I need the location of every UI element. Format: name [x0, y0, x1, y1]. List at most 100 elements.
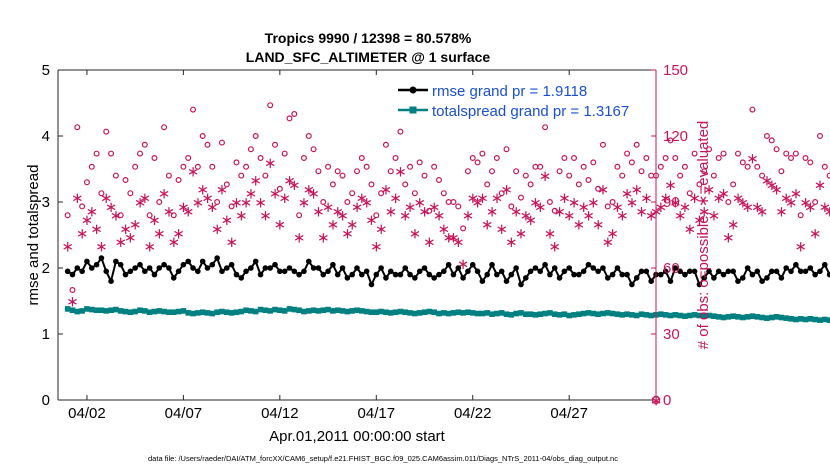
rmse-point	[802, 268, 809, 275]
rmse-point	[248, 265, 254, 271]
x-tick-label: 04/22	[454, 405, 492, 422]
obs-possible-point	[691, 150, 698, 157]
obs-possible-point	[378, 190, 385, 197]
obs-possible-point	[141, 141, 148, 148]
rmse-point	[151, 271, 158, 278]
x-ticks: 04/02 04/07 04/12 04/17 04/22 04/27	[68, 70, 588, 422]
totalspread-point	[783, 315, 790, 321]
totalspread-point	[74, 308, 81, 315]
obs-evaluated-point: ∗	[761, 172, 774, 190]
obs-evaluated-point: ∗	[293, 229, 306, 247]
obs-possible-point	[715, 155, 722, 162]
totalspread-point	[441, 310, 447, 316]
obs-possible-point	[450, 199, 457, 206]
obs-evaluated-point: ∗	[312, 202, 325, 220]
totalspread-point	[513, 310, 519, 317]
obs-evaluated-point: ∗	[664, 176, 677, 194]
totalspread-point	[455, 309, 462, 316]
rmse-point	[484, 271, 491, 278]
obs-possible-point	[199, 133, 206, 140]
obs-possible-point	[204, 141, 211, 148]
obs-possible-point	[392, 155, 399, 162]
obs-possible-point	[108, 150, 115, 157]
obs-possible-point	[773, 146, 780, 153]
obs-possible-point	[542, 124, 549, 131]
rmse-point	[532, 265, 539, 271]
totalspread-point	[522, 311, 529, 317]
rmse-point	[325, 268, 331, 275]
obs-possible-point	[136, 150, 143, 157]
obs-evaluated-point: ∗	[471, 194, 484, 212]
rmse-point	[643, 268, 650, 275]
totalspread-point	[108, 307, 114, 314]
rmse-point	[402, 265, 409, 271]
obs-evaluated-point: ∗	[520, 207, 533, 225]
obs-evaluated-point: ∗	[500, 180, 513, 198]
obs-evaluated-point: ∗	[669, 194, 682, 212]
obs-possible-point	[633, 141, 640, 148]
rmse-point	[291, 268, 298, 275]
obs-evaluated-point: ∗	[611, 198, 624, 216]
obs-possible-point	[638, 168, 645, 175]
obs-possible-point	[69, 287, 76, 294]
obs-possible-point	[493, 155, 500, 162]
rmse-point	[667, 278, 674, 285]
totalspread-point	[566, 312, 572, 319]
rmse-point	[436, 271, 442, 278]
right-y-tick-label: 120	[663, 128, 688, 145]
obs-possible-point	[233, 159, 240, 166]
totalspread-point	[764, 315, 770, 321]
obs-evaluated-point: ∗	[356, 189, 369, 207]
obs-possible-point	[619, 172, 626, 179]
totalspread-point	[180, 308, 187, 314]
rmse-point	[508, 271, 515, 278]
rmse-point	[383, 275, 389, 281]
obs-possible-point	[165, 172, 172, 179]
right-y-tick-label: 60	[663, 260, 680, 277]
totalspread-point	[84, 306, 90, 312]
obs-evaluated-point: ∗	[66, 293, 79, 311]
obs-evaluated-point: ∗	[322, 198, 335, 216]
totalspread-point	[113, 306, 119, 313]
obs-possible-point	[739, 159, 746, 166]
totalspread-point	[344, 308, 351, 315]
obs-evaluated-point: ∗	[221, 211, 234, 229]
totalspread-point	[219, 308, 225, 315]
totalspread-point	[677, 312, 683, 319]
totalspread-point	[426, 308, 433, 315]
rmse-point	[228, 261, 235, 268]
rmse-point	[489, 261, 495, 268]
rmse-point	[797, 268, 804, 275]
totalspread-point	[740, 314, 746, 321]
obs-evaluated-point: ∗	[577, 198, 590, 216]
rmse-point	[629, 281, 635, 288]
x-tick-label: 04/17	[358, 405, 396, 422]
totalspread-point	[98, 307, 105, 314]
obs-possible-point	[435, 177, 442, 184]
totalspread-point	[672, 312, 679, 318]
totalspread-point	[132, 308, 138, 315]
rmse-point	[233, 271, 240, 278]
obs-evaluated-point: ∗	[269, 185, 282, 203]
obs-possible-point	[580, 163, 587, 170]
obs-evaluated-point: ∗	[737, 194, 750, 212]
rmse-point	[576, 271, 582, 278]
obs-evaluated-point: ∗	[119, 220, 132, 238]
obs-evaluated-point: ∗	[819, 198, 830, 216]
totalspread-point	[551, 311, 558, 317]
obs-possible-point	[98, 190, 105, 197]
obs-evaluated-point: ∗	[712, 189, 725, 207]
obs-evaluated-point: ∗	[134, 194, 147, 212]
obs-evaluated-point: ∗	[418, 202, 431, 220]
totalspread-point	[826, 317, 830, 323]
obs-possible-point	[397, 128, 404, 135]
obs-possible-point	[681, 163, 688, 170]
obs-evaluated-point: ∗	[341, 224, 354, 242]
obs-possible-point	[252, 133, 259, 140]
obs-evaluated-point: ∗	[659, 189, 672, 207]
totalspread-point	[648, 312, 654, 319]
totalspread-point	[445, 310, 452, 317]
rmse-point	[103, 268, 110, 275]
obs-evaluated-point: ∗	[790, 185, 803, 203]
totalspread-point	[817, 317, 823, 323]
